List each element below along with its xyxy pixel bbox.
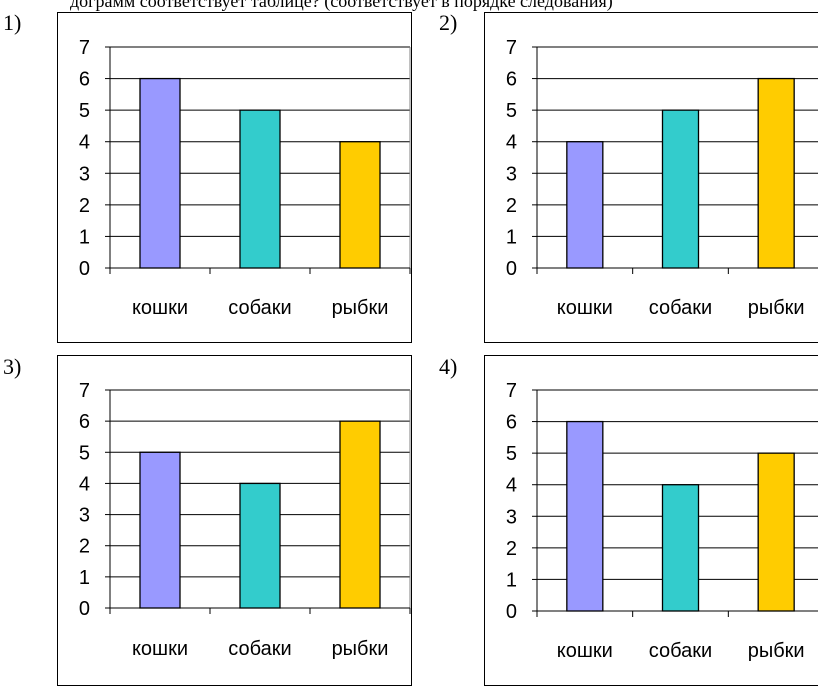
chart-label-4: 4): [439, 354, 458, 379]
chart-2: 0 1 2 3 4 5 6 7 кошки собаки рыбки: [506, 37, 818, 319]
y-tick-label: 1: [79, 567, 90, 589]
bar-3: [757, 452, 795, 612]
y-tick-label: 3: [506, 506, 517, 528]
y-tick-label: 3: [79, 163, 90, 185]
y-tick-label: 2: [79, 536, 90, 558]
bar-1: [139, 451, 181, 609]
bar-1: [566, 141, 604, 269]
bar-3: [339, 420, 381, 609]
y-tick-label: 7: [506, 380, 517, 402]
bar-3: [757, 77, 795, 269]
y-tick-label: 1: [506, 569, 517, 591]
x-tick-label: кошки: [132, 297, 188, 319]
y-tick-label: 2: [79, 195, 90, 217]
y-tick-label: 0: [506, 258, 517, 280]
y-tick-label: 4: [79, 132, 90, 154]
bar-2: [239, 109, 281, 269]
y-tick-label: 7: [79, 37, 90, 59]
x-tick-label: собаки: [228, 638, 291, 660]
x-tick-label: рыбки: [748, 640, 805, 662]
y-tick-label: 0: [79, 598, 90, 620]
y-tick-label: 3: [79, 505, 90, 527]
header-text: дограмм соответствует таблице? (соответс…: [70, 0, 613, 11]
chart-panel-2: 0 1 2 3 4 5 6 7 кошки собаки рыбки: [484, 12, 818, 343]
y-tick-label: 1: [506, 226, 517, 248]
x-tick-label: рыбки: [332, 297, 389, 319]
y-tick-label: 7: [79, 380, 90, 402]
y-tick-label: 4: [79, 473, 90, 495]
chart-4: 0 1 2 3 4 5 6 7 кошки собаки рыбки: [506, 380, 818, 662]
y-tick-label: 5: [506, 443, 517, 465]
y-tick-label: 5: [79, 100, 90, 122]
x-tick-label: собаки: [228, 297, 291, 319]
bar-2: [661, 484, 700, 612]
y-tick-label: 5: [79, 442, 90, 464]
x-tick-label: кошки: [132, 638, 188, 660]
x-tick-label: кошки: [557, 640, 613, 662]
chart-label-3: 3): [3, 354, 22, 379]
y-tick-label: 4: [506, 132, 517, 154]
y-tick-label: 7: [506, 37, 517, 59]
chart-panel-4: 0 1 2 3 4 5 6 7 кошки собаки рыбки: [484, 355, 818, 686]
chart-panel-1: 0 1 2 3 4 5 6 7 кошки собаки рыбки: [57, 12, 412, 343]
chart-1: 0 1 2 3 4 5 6 7 кошки собаки рыбки: [79, 37, 411, 319]
bar-2: [239, 482, 281, 609]
chart-panel-3: 0 1 2 3 4 5 6 7 кошки собаки рыбки: [57, 355, 412, 686]
y-tick-label: 3: [506, 163, 517, 185]
bar-2: [661, 109, 700, 269]
y-tick-label: 5: [506, 100, 517, 122]
x-tick-label: собаки: [649, 297, 712, 319]
y-tick-label: 6: [79, 69, 90, 91]
bar-1: [139, 77, 181, 269]
y-tick-label: 2: [506, 538, 517, 560]
chart-label-2: 2): [439, 10, 458, 35]
bar-3: [339, 141, 381, 269]
x-tick-label: рыбки: [748, 297, 805, 319]
x-tick-label: кошки: [557, 297, 613, 319]
chart-3: 0 1 2 3 4 5 6 7 кошки собаки рыбки: [79, 380, 411, 660]
y-tick-label: 6: [506, 69, 517, 91]
y-tick-label: 6: [79, 411, 90, 433]
y-tick-label: 6: [506, 412, 517, 434]
y-tick-label: 0: [79, 258, 90, 280]
bar-1: [566, 420, 604, 612]
y-tick-label: 4: [506, 475, 517, 497]
y-tick-label: 1: [79, 226, 90, 248]
x-tick-label: рыбки: [332, 638, 389, 660]
y-tick-label: 0: [506, 601, 517, 623]
x-tick-label: собаки: [649, 640, 712, 662]
chart-label-1: 1): [3, 10, 22, 35]
y-tick-label: 2: [506, 195, 517, 217]
